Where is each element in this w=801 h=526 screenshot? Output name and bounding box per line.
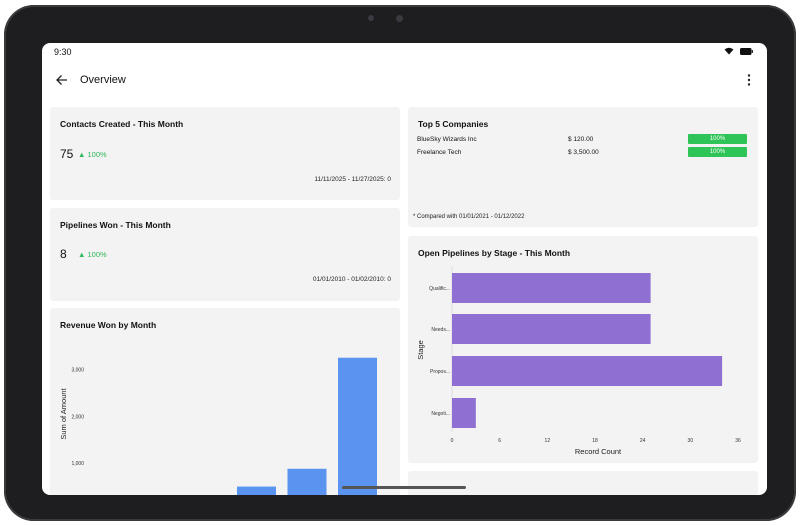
company-name: BlueSky Wizards Inc [417,136,477,143]
card-title: Revenue Won by Month [60,320,157,330]
arrow-left-icon[interactable] [54,72,70,88]
pipelines-won-card[interactable]: Pipelines Won - This Month 8 ▲ 100% 01/0… [50,208,400,300]
card-title: Open Pipelines by Stage - This Month [418,248,571,258]
kpi-change: ▲ 100% [78,250,107,259]
next-card[interactable] [408,471,758,495]
y-axis-title: Sum of Amount [59,387,68,439]
home-indicator[interactable] [342,486,466,489]
x-tick-label: 0 [451,438,454,444]
stage-bar[interactable] [452,356,723,386]
app-screen: 9:30 Overview [42,43,767,495]
x-tick-label: 6 [498,438,501,444]
stage-category-label: Qualific... [429,286,450,292]
stage-bar[interactable] [452,314,651,344]
company-amount: $ 3,500.00 [568,149,599,156]
y-tick-label: 1,000 [71,461,84,467]
stage-bar[interactable] [452,273,651,303]
revenue-bar[interactable] [338,357,377,495]
tablet-frame: 9:30 Overview [4,5,796,521]
x-tick-label: 36 [735,438,741,444]
x-tick-label: 24 [640,438,646,444]
stage-category-label: Needs... [431,327,450,333]
card-title: Contacts Created - This Month [60,119,184,129]
sensor-dot [368,15,374,21]
front-camera [396,15,403,22]
more-vertical-icon[interactable] [741,72,757,88]
revenue-bar[interactable] [287,468,327,495]
x-tick-label: 18 [592,438,598,444]
contacts-created-card[interactable]: Contacts Created - This Month 75 ▲ 100% … [50,107,400,199]
y-axis-title: Stage [416,340,425,360]
status-time: 9:30 [54,47,72,57]
kpi-value: 75 [60,147,74,161]
company-change-badge: 100% [688,134,747,144]
y-tick-label: 3,000 [71,367,84,373]
revenue-chart: Sum of Amount 1,000 2,000 3,000 [59,357,377,495]
kpi-date-range: 01/01/2010 - 01/02/2010: 0 [312,276,391,283]
x-tick-label: 12 [545,438,551,444]
kpi-change: ▲ 100% [78,150,107,159]
wifi-icon [724,47,734,55]
stage-category-label: Propos... [430,369,450,375]
kpi-date-range: 11/11/2025 - 11/27/2025: 0 [314,176,391,183]
page-title: Overview [80,74,126,86]
revenue-bar[interactable] [237,486,276,495]
pipeline-stage-chart: Qualific... Needs... Propos... Negoti... 0 6… [416,266,741,456]
company-change-badge: 100% [688,147,747,157]
stage-category-label: Negoti... [431,411,450,417]
revenue-won-card[interactable]: Revenue Won by Month Sum of Amount 1,000… [50,308,400,495]
top-companies-card[interactable]: Top 5 Companies BlueSky Wizards Inc $ 12… [408,107,758,226]
battery-icon [740,47,753,55]
app-bar: Overview [42,65,767,97]
card-title: Top 5 Companies [418,119,489,129]
company-name: Freelance Tech [417,149,462,156]
card-title: Pipelines Won - This Month [60,220,171,230]
kpi-value: 8 [60,247,67,261]
status-bar: 9:30 [42,43,767,63]
stage-bar[interactable] [452,398,476,428]
comparison-footnote: * Compared with 01/01/2021 - 01/12/2022 [413,214,525,220]
open-pipelines-stage-card[interactable]: Open Pipelines by Stage - This Month Qua… [408,236,758,462]
y-tick-label: 2,000 [71,414,84,420]
x-tick-label: 30 [688,438,694,444]
x-axis-title: Record Count [575,447,622,456]
system-icons [724,47,753,55]
company-amount: $ 120.00 [568,136,594,143]
